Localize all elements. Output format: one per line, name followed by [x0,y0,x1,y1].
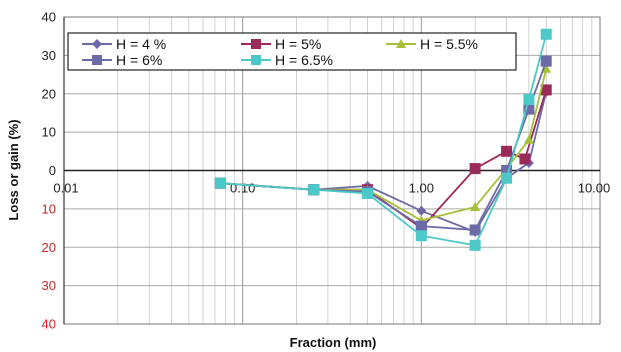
legend-item: H = 5.5% [386,36,478,52]
data-point [523,94,535,106]
legend-item: H = 4 % [82,36,166,52]
data-point [214,177,226,189]
x-tick-label: 1.00 [409,181,434,196]
data-point [469,163,481,175]
series-line [220,60,548,231]
x-tick-label: 0.10 [230,181,255,196]
y-tick-label: 40 [42,317,56,332]
legend-label: H = 5% [275,36,321,52]
y-tick-label: 40 [42,10,56,25]
y-tick-label: 20 [42,86,56,101]
legend-marker [92,39,102,49]
legend-marker [92,55,102,65]
data-point [308,184,320,196]
x-tick-labels: 0.01 0.10 1.00 10.00 [53,181,610,196]
legend-label: H = 6.5% [275,52,333,68]
x-tick-label: 0.01 [53,181,78,196]
data-point [501,145,513,157]
data-point [416,205,427,216]
legend-label: H = 5.5% [420,36,478,52]
data-point [540,55,552,67]
data-point [469,224,481,236]
series-line [220,34,548,247]
legend: H = 4 % H = 5% H = 5.5% H = 6% H = 6.5% [67,32,517,71]
series-1 [215,86,552,237]
legend-marker [251,55,261,65]
legend-marker [396,39,406,48]
legend-label: H = 4 % [116,36,166,52]
data-point [540,84,552,96]
data-point [501,172,513,184]
legend-marker [251,39,261,49]
data-point [469,239,481,251]
x-axis-title: Fraction (mm) [290,335,377,350]
data-point [523,134,534,144]
y-axis-title: Loss or gain (%) [6,119,21,220]
y-tick-label: 10 [42,125,56,140]
y-tick-label: 20 [42,240,56,255]
series-line [220,91,548,234]
series-5 [214,28,552,251]
y-tick-label: 10 [42,201,56,216]
legend-item: H = 6% [82,52,162,68]
legend-item: H = 5% [241,36,321,52]
y-tick-label: 30 [42,278,56,293]
series-line [220,89,548,230]
data-point [470,201,481,211]
data-point [362,188,374,200]
x-tick-label: 10.00 [578,181,611,196]
data-point [415,220,427,232]
data-point [519,153,531,165]
series-lines [214,28,552,251]
data-point [540,28,552,40]
y-tick-label: 30 [42,48,56,63]
data-point [415,230,427,242]
legend-box [67,32,517,71]
data-point [501,165,513,176]
data-point [523,103,535,115]
series-2 [214,84,552,234]
legend-item: H = 6.5% [241,52,333,68]
legend-label: H = 6% [116,52,162,68]
y-tick-label: 0 [49,163,56,178]
y-tick-labels: 40 30 20 10 0 10 20 30 40 [42,10,56,332]
